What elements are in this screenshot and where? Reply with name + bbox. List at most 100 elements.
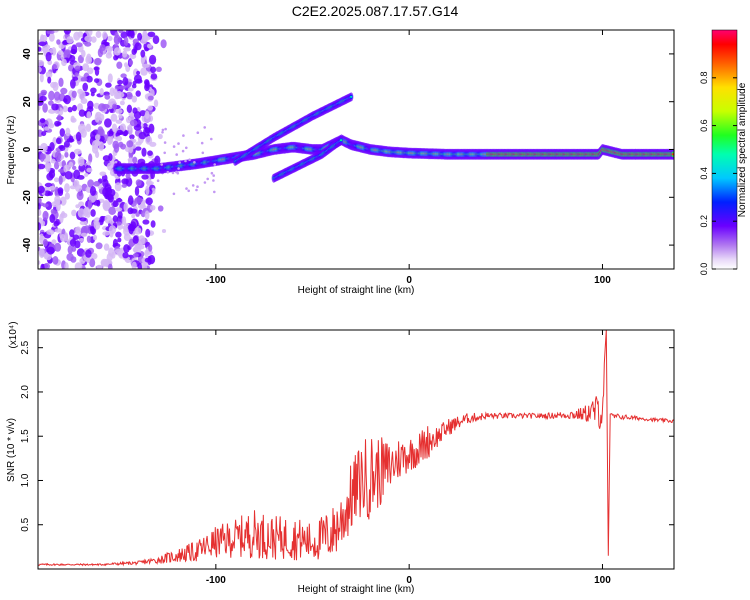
noise-blob: [117, 79, 123, 85]
noise-blob: [48, 48, 55, 53]
snr-y-ticks: 0.5 1.0 1.5 2.0 2.5: [20, 340, 674, 532]
noise-blob: [42, 103, 48, 113]
noise-blob: [68, 161, 74, 168]
colorbar-tick-label: 0.6: [699, 119, 709, 132]
faint-dot: [178, 161, 181, 164]
spectrogram-x-ticks: -100 0 100: [206, 30, 611, 286]
noise-blob: [134, 186, 140, 197]
noise-blob: [49, 214, 56, 223]
noise-blob: [48, 122, 55, 129]
noise-blob: [93, 181, 100, 187]
noise-blob: [90, 253, 98, 260]
noise-blob: [140, 54, 145, 65]
noise-blob: [83, 225, 90, 234]
noise-blob: [127, 87, 134, 92]
noise-blob: [102, 187, 109, 197]
noise-blob: [104, 118, 112, 128]
noise-blob: [79, 238, 85, 242]
noise-blob: [126, 104, 133, 114]
noise-blob: [127, 207, 134, 215]
noise-blob: [145, 185, 150, 196]
noise-blob: [98, 141, 105, 151]
noise-blob: [118, 113, 123, 119]
faint-dot: [171, 171, 175, 175]
noise-blob: [122, 252, 129, 259]
noise-blob: [48, 32, 55, 42]
lower-branch-core: [339, 139, 343, 142]
noise-blob: [128, 127, 133, 135]
noise-blob: [75, 184, 83, 192]
noise-blob: [41, 131, 47, 137]
noise-blob: [143, 126, 150, 137]
noise-blob: [94, 134, 101, 141]
faint-dot: [195, 188, 198, 192]
noise-blob: [145, 228, 151, 238]
y-tick-label: 2.0: [20, 385, 31, 399]
noise-blob: [146, 178, 152, 187]
noise-blob: [80, 77, 88, 82]
noise-blob: [99, 44, 106, 52]
noise-blob: [102, 201, 111, 210]
noise-blob: [112, 103, 117, 110]
noise-blob: [134, 227, 142, 235]
faint-dot: [164, 127, 167, 131]
noise-blob: [64, 151, 69, 158]
faint-dot: [172, 145, 176, 148]
noise-blob: [46, 246, 55, 255]
noise-blob: [125, 91, 133, 98]
noise-blob: [105, 194, 114, 201]
noise-blob: [93, 220, 101, 230]
faint-dot: [203, 181, 207, 184]
noise-blob: [123, 244, 130, 253]
noise-blob: [153, 99, 159, 108]
faint-dot: [185, 146, 188, 150]
noise-blob: [42, 238, 48, 247]
noise-blob: [86, 167, 93, 173]
faint-dot: [196, 131, 200, 134]
noise-blob: [48, 169, 56, 179]
noise-blob: [48, 90, 55, 101]
noise-blob: [160, 39, 167, 49]
noise-blob: [66, 253, 74, 262]
y-tick-label: 0.5: [20, 517, 31, 531]
noise-blob: [63, 140, 70, 148]
noise-blob: [111, 123, 118, 133]
noise-blob: [149, 205, 156, 211]
chart-title: C2E2.2025.087.17.57.G14: [291, 3, 459, 19]
noise-blob: [59, 213, 64, 224]
noise-blob: [113, 55, 119, 61]
noise-blob: [52, 81, 59, 92]
faint-dot: [172, 192, 176, 196]
noise-blob: [38, 197, 42, 204]
faint-dot: [210, 171, 214, 175]
noise-blob: [114, 31, 119, 38]
noise-blob: [66, 36, 74, 44]
noise-blob: [157, 205, 164, 212]
noise-blob: [40, 34, 48, 42]
noise-blob: [73, 148, 82, 155]
x-tick-label: 100: [594, 575, 611, 586]
noise-blob: [119, 123, 127, 132]
noise-blob: [115, 135, 123, 142]
noise-blob: [107, 136, 113, 145]
noise-blob: [71, 44, 78, 55]
colorbar-gradient: [711, 29, 738, 270]
noise-blob: [90, 209, 96, 217]
noise-blob: [99, 88, 104, 96]
noise-blob: [122, 225, 129, 230]
noise-blob: [117, 237, 122, 243]
y-tick-label: 40: [22, 48, 33, 60]
noise-blob: [108, 153, 113, 162]
faint-dot: [210, 137, 213, 141]
noise-blob: [90, 87, 97, 94]
noise-blob: [132, 156, 138, 164]
noise-blob: [38, 163, 46, 170]
noise-blob: [145, 197, 153, 205]
colorbar-tick-label: 0.4: [699, 167, 709, 180]
noise-blob: [80, 232, 88, 237]
noise-blob: [107, 35, 113, 42]
noise-blob: [88, 153, 93, 164]
noise-blob: [63, 50, 71, 60]
noise-blob: [79, 220, 88, 226]
